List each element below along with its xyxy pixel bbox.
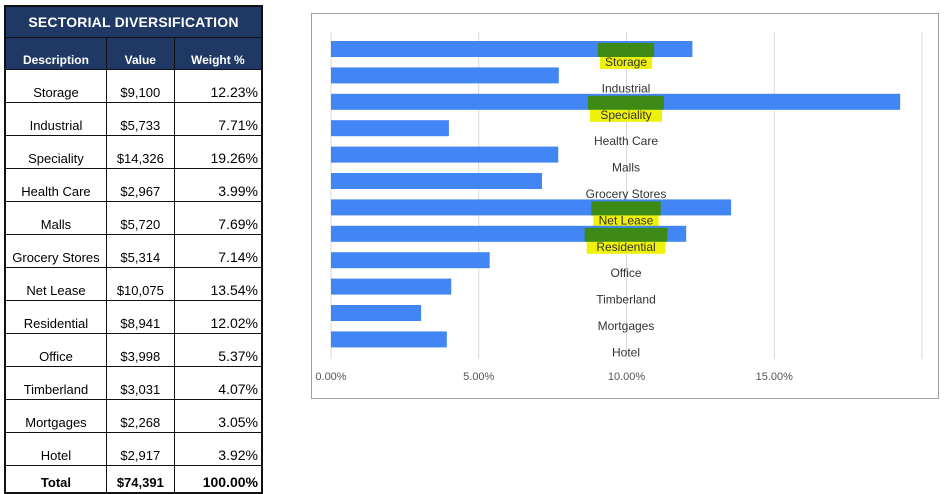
category-label: Mortgages	[598, 319, 655, 333]
bar-grocery-stores	[331, 173, 542, 189]
bar-chart: 0.00% 5.00% 10.00% 15.00% Storage Industrial S…	[315, 32, 923, 383]
row-description: Mortgages	[4, 399, 107, 433]
row-weight: 3.92%	[173, 432, 263, 466]
row-weight: 3.05%	[173, 399, 263, 433]
category-label: Storage	[605, 55, 647, 69]
label-highlight-band	[584, 227, 668, 242]
category-label: Health Care	[594, 134, 658, 148]
category-label: Speciality	[600, 108, 651, 122]
table-row: Timberland $3,031 4.07%	[4, 366, 263, 400]
row-weight: 5.37%	[173, 333, 263, 367]
table-row: Hotel $2,917 3.92%	[4, 432, 263, 466]
row-value: $2,268	[105, 399, 175, 433]
row-description: Health Care	[4, 168, 107, 202]
label-highlight-band	[588, 95, 664, 110]
label-highlight-band	[591, 201, 661, 216]
category-label: Malls	[612, 161, 640, 175]
category-label: Net Lease	[599, 213, 654, 227]
row-weight: 13.54%	[173, 267, 263, 301]
table-row: Malls $5,720 7.69%	[4, 201, 263, 235]
table-row: Health Care $2,967 3.99%	[4, 168, 263, 202]
bar-timberland	[331, 278, 452, 295]
row-value: $8,941	[105, 300, 175, 334]
category-label: Grocery Stores	[586, 187, 667, 201]
row-weight: 4.07%	[173, 366, 263, 400]
table-row: Speciality $14,326 19.26%	[4, 135, 263, 169]
row-weight: 3.99%	[173, 168, 263, 202]
bar-malls	[331, 146, 559, 163]
bar-industrial	[331, 67, 559, 84]
total-description: Total	[4, 465, 107, 494]
table-row: Mortgages $2,268 3.05%	[4, 399, 263, 433]
total-row: Total $74,391 100.00%	[4, 465, 263, 494]
row-weight: 12.23%	[173, 69, 263, 103]
table-row: Industrial $5,733 7.71%	[4, 102, 263, 136]
label-highlight-band	[597, 43, 655, 57]
total-weight: 100.00%	[173, 465, 263, 494]
table-row: Net Lease $10,075 13.54%	[4, 267, 263, 301]
header-weight: Weight %	[173, 37, 263, 70]
header-value: Value	[105, 37, 175, 70]
table-row: Residential $8,941 12.02%	[4, 300, 263, 334]
row-value: $10,075	[105, 267, 175, 301]
sectorial-table: SECTORIAL DIVERSIFICATION Description Va…	[4, 5, 263, 494]
category-label: Residential	[596, 240, 655, 254]
category-label: Office	[610, 266, 641, 280]
x-tick-label: 10.00%	[608, 371, 646, 383]
row-weight: 7.71%	[173, 102, 263, 136]
row-value: $9,100	[105, 69, 175, 103]
bar-office	[331, 252, 490, 269]
table-row: Storage $9,100 12.23%	[4, 69, 263, 103]
row-description: Speciality	[4, 135, 107, 169]
row-value: $5,314	[105, 234, 175, 268]
bar-chart-frame: 0.00% 5.00% 10.00% 15.00% Storage Industrial S…	[311, 13, 939, 399]
row-value: $3,031	[105, 366, 175, 400]
x-tick-label: 5.00%	[463, 371, 494, 383]
row-description: Malls	[4, 201, 107, 235]
row-weight: 7.14%	[173, 234, 263, 268]
table-row: Grocery Stores $5,314 7.14%	[4, 234, 263, 268]
x-tick-label: 15.00%	[756, 371, 794, 383]
row-description: Residential	[4, 300, 107, 334]
bar-hotel	[331, 331, 447, 348]
row-description: Net Lease	[4, 267, 107, 301]
row-weight: 19.26%	[173, 135, 263, 169]
table-title: SECTORIAL DIVERSIFICATION	[4, 5, 263, 38]
x-tick-label: 0.00%	[315, 371, 346, 383]
row-value: $5,720	[105, 201, 175, 235]
row-description: Storage	[4, 69, 107, 103]
row-description: Industrial	[4, 102, 107, 136]
row-description: Office	[4, 333, 107, 367]
bar-mortgages	[331, 305, 422, 321]
total-value: $74,391	[105, 465, 175, 494]
row-description: Hotel	[4, 432, 107, 466]
category-label: Timberland	[596, 293, 656, 307]
table-row: Office $3,998 5.37%	[4, 333, 263, 367]
bar-health-care	[331, 120, 449, 137]
row-value: $2,917	[105, 432, 175, 466]
category-label: Industrial	[602, 81, 651, 95]
category-label: Hotel	[612, 345, 640, 359]
row-value: $14,326	[105, 135, 175, 169]
row-value: $5,733	[105, 102, 175, 136]
row-weight: 7.69%	[173, 201, 263, 235]
row-description: Timberland	[4, 366, 107, 400]
row-value: $2,967	[105, 168, 175, 202]
header-description: Description	[4, 37, 107, 70]
row-weight: 12.02%	[173, 300, 263, 334]
row-value: $3,998	[105, 333, 175, 367]
bar-net-lease	[331, 199, 732, 216]
row-description: Grocery Stores	[4, 234, 107, 268]
